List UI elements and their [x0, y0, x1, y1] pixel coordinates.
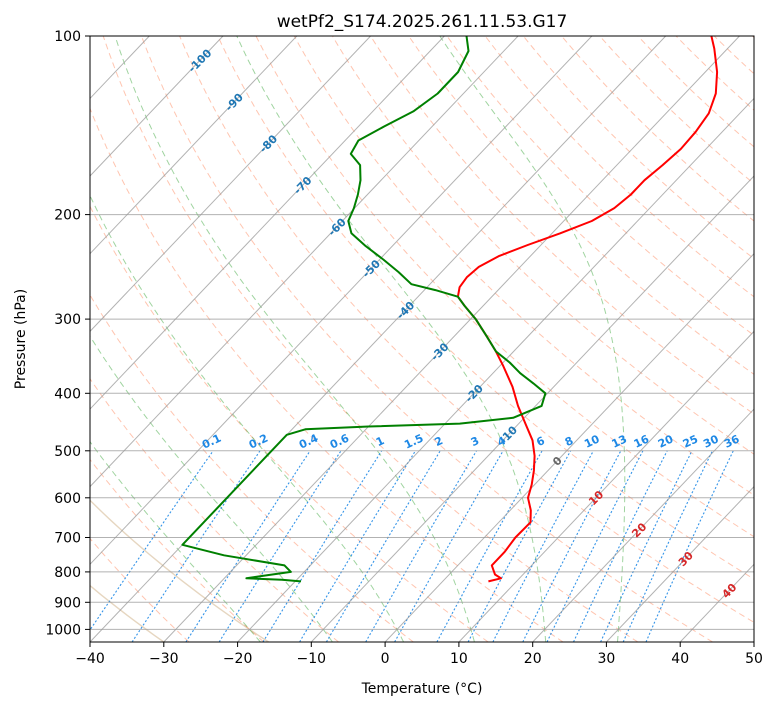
- isotherm-label: -100: [186, 46, 215, 75]
- x-tick-label: −10: [297, 651, 327, 667]
- moist-adiabat: [0, 36, 332, 642]
- dry-adiabat: [218, 36, 775, 642]
- dewpoint-trace: [182, 36, 545, 581]
- isotherm-line: [164, 36, 740, 642]
- isotherm-line: [0, 36, 223, 642]
- y-tick-label: 500: [54, 444, 81, 460]
- isotherm-line: [0, 36, 518, 642]
- dry-adiabat: [447, 36, 775, 642]
- isotherm-line: [0, 36, 76, 642]
- y-axis-label: Pressure (hPa): [13, 289, 29, 389]
- mixing-ratio-line: [468, 451, 570, 642]
- dry-adiabat: [141, 36, 712, 642]
- dry-adiabat: [752, 36, 775, 642]
- dry-adiabat: [523, 36, 775, 642]
- mixing-ratio-label: 0.2: [247, 432, 270, 452]
- chart-title: wetPf2_S174.2025.261.11.53.G17: [277, 12, 568, 32]
- moist-adiabat: [0, 36, 260, 642]
- y-tick-label: 300: [54, 312, 81, 328]
- mixing-ratio-label: 1: [374, 434, 386, 449]
- y-tick-label: 400: [54, 386, 81, 402]
- x-tick-label: 20: [524, 651, 542, 667]
- mixing-ratio-line: [646, 451, 733, 642]
- isotherm-line: [90, 36, 666, 642]
- dry-adiabat: [103, 36, 638, 642]
- isotherm-line: [606, 36, 775, 642]
- x-tick-label: −30: [149, 651, 179, 667]
- x-tick-label: 0: [381, 651, 390, 667]
- dry-adiabat: [0, 36, 339, 642]
- x-tick-label: −40: [75, 651, 105, 667]
- y-tick-label: 200: [54, 208, 81, 224]
- mixing-ratio-label: 36: [722, 432, 742, 450]
- mixing-ratio-label: 6: [534, 434, 547, 449]
- y-tick-label: 1000: [45, 622, 81, 638]
- x-tick-label: −20: [223, 651, 253, 667]
- mixing-ratio-line: [601, 451, 692, 642]
- mixing-ratio-label: 2: [433, 434, 445, 449]
- dry-adiabat: [332, 36, 775, 642]
- x-tick-label: 50: [745, 651, 763, 667]
- mixing-ratio-line: [437, 451, 542, 642]
- y-tick-label: 900: [54, 595, 81, 611]
- y-tick-label: 100: [54, 29, 81, 45]
- mixing-ratio-label: 25: [681, 433, 700, 451]
- mixing-ratio-label: 16: [632, 432, 652, 450]
- mixing-ratio-label: 30: [701, 432, 721, 450]
- mixing-ratio-line: [366, 451, 477, 642]
- mixing-ratio-label: 0.4: [297, 431, 320, 451]
- y-tick-label: 600: [54, 491, 81, 507]
- x-axis-label: Temperature (°C): [361, 681, 483, 697]
- x-tick-label: 10: [450, 651, 468, 667]
- y-axis: 100 200 300 400 500 600 700 800 900 1000: [45, 29, 90, 638]
- y-tick-label: 800: [54, 565, 81, 581]
- mixing-ratio-line: [82, 451, 213, 642]
- mixing-ratio-label: 10: [582, 432, 602, 450]
- mixing-ratio-label: 13: [610, 433, 629, 451]
- mixing-ratio-label: 20: [656, 432, 676, 450]
- plot-area: [0, 36, 775, 642]
- dry-adiabat: [27, 36, 488, 642]
- dry-adiabat: [256, 36, 775, 642]
- dry-adiabat: [714, 36, 775, 642]
- plot-frame: [90, 36, 754, 642]
- mixing-ratio-line: [186, 451, 310, 642]
- moist-adiabat: [237, 36, 546, 642]
- mixing-ratio-label: 1.5: [402, 432, 425, 452]
- dry-adiabat: [562, 36, 775, 642]
- x-axis: −40 −30 −20 −10 0 10 20 30 40 50: [75, 642, 763, 667]
- isotherm-line: [754, 36, 775, 642]
- dry-adiabat: [676, 36, 775, 642]
- isotherm-line: [0, 36, 2, 642]
- moist-adiabat: [440, 36, 625, 642]
- mixing-ratio-label: 0.1: [200, 432, 223, 452]
- mixing-ratio-label: 3: [469, 434, 481, 449]
- isotherm-line: [0, 36, 297, 642]
- theta-e-curve: [0, 36, 269, 642]
- isotherm-line: [0, 36, 371, 642]
- x-tick-label: 30: [597, 651, 615, 667]
- y-tick-label: 700: [54, 531, 81, 547]
- x-tick-label: 40: [671, 651, 689, 667]
- theta-e-curve: [0, 36, 59, 642]
- mixing-ratio-line: [574, 451, 668, 642]
- isotherm-line: [385, 36, 775, 642]
- mixing-ratio-label: 8: [563, 434, 575, 449]
